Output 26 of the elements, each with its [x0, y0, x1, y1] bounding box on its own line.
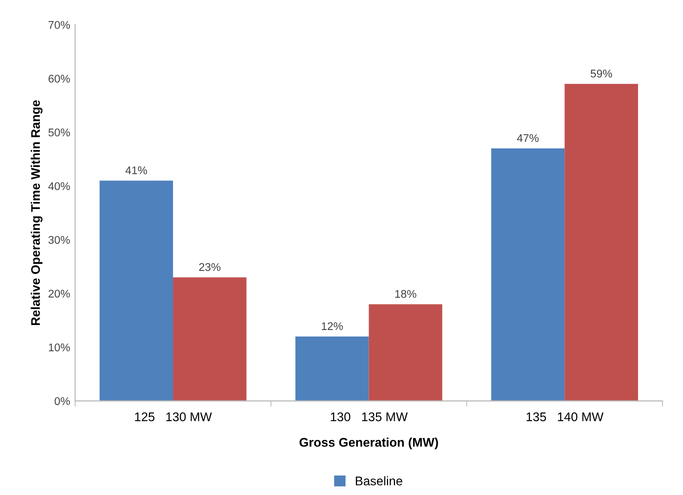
text: 18%	[395, 290, 416, 298]
bar	[368, 304, 442, 401]
y-tick-label: 0%	[54, 397, 70, 406]
y-axis-title: Relative Operating Time Within Range	[30, 100, 42, 326]
bar	[564, 84, 638, 401]
text: 41%	[125, 166, 148, 174]
bar	[173, 277, 246, 401]
x-tick-label: 130 135 MW	[330, 412, 408, 422]
legend-label: Baseline	[356, 476, 402, 486]
y-tick-label: 20%	[48, 290, 70, 298]
bar	[491, 148, 565, 401]
text: 47%	[517, 134, 539, 142]
y-tick-label: 40%	[48, 182, 70, 190]
x-axis-title: Gross Generation (MW)	[300, 438, 438, 450]
x-tick-label: 125 130 MW	[135, 412, 212, 422]
y-tick-label: 30%	[48, 236, 70, 244]
y-tick-label: 60%	[48, 74, 70, 83]
y-tick-label: 10%	[48, 343, 70, 352]
y-tick-label: 70%	[48, 21, 70, 29]
x-tick-label: 135 140 MW	[526, 412, 604, 422]
y-tick-label: 50%	[48, 128, 70, 136]
bar	[100, 180, 174, 401]
text: 12%	[322, 322, 343, 330]
text: 23%	[199, 263, 220, 271]
text: 59%	[590, 70, 612, 78]
bar	[295, 336, 369, 401]
